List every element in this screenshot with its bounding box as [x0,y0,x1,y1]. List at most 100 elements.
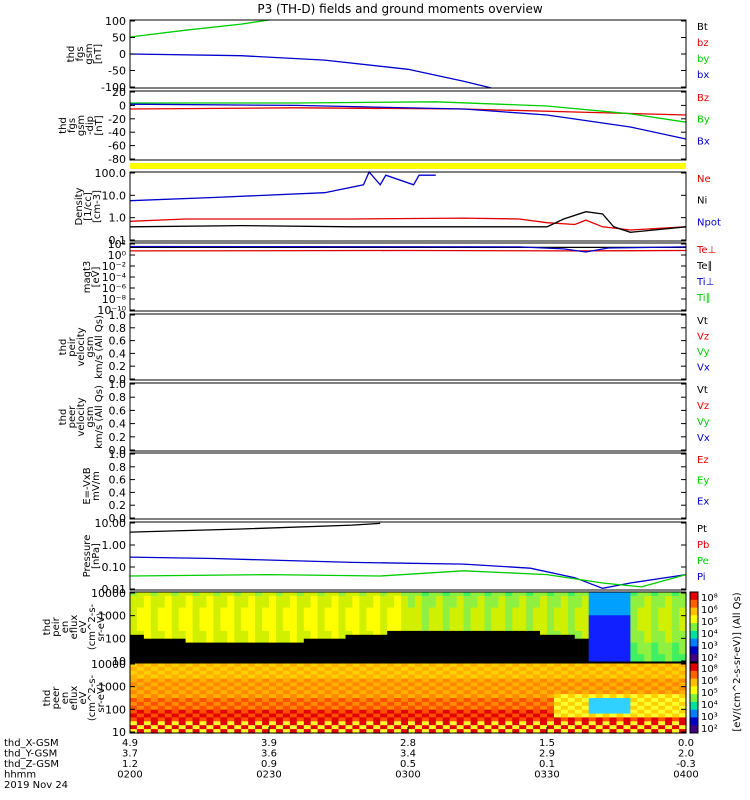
heatmap-cell [331,705,340,711]
heatmap-cell [533,615,541,620]
heatmap-cell [491,642,499,648]
heatmap-cell [401,638,409,644]
heatmap-cell [449,619,458,624]
heatmap-cell [665,603,673,609]
heatmap-cell [414,634,423,640]
heatmap-cell [449,698,458,703]
heatmap-cell [602,701,611,707]
heatmap-cell [533,694,541,699]
heatmap-cell [554,709,562,715]
heatmap-cell [387,592,395,597]
heatmap-cell [136,725,145,730]
heatmap-cell [394,666,402,672]
heatmap-cell [644,698,652,703]
heatmap-cell [651,709,659,715]
heatmap-cell [227,615,235,620]
heatmap-cell [269,663,277,668]
heatmap-cell [262,698,270,703]
heatmap-cell [248,670,256,676]
heatmap-cell [220,607,228,613]
heatmap-cell [574,623,583,628]
heatmap-cell [616,701,624,707]
heatmap-cell [241,674,249,680]
heatmap-cell [679,634,687,640]
heatmap-cell [338,694,346,699]
heatmap-cell [554,623,562,628]
heatmap-cell [310,603,319,609]
heatmap-cell [310,592,319,597]
heatmap-cell [512,717,520,722]
heatmap-cell [408,729,416,734]
heatmap-cell [491,670,499,676]
heatmap-cell [623,650,631,655]
heatmap-cell [136,599,145,605]
heatmap-cell [331,654,340,659]
heatmap-cell [136,592,145,597]
heatmap-cell [567,729,576,734]
heatmap-cell [644,607,652,613]
heatmap-cell [470,670,479,676]
heatmap-cell [171,627,180,632]
heatmap-cell [505,654,513,659]
heatmap-cell [428,725,437,730]
heatmap-cell [512,729,520,734]
heatmap-cell [248,678,256,684]
heatmap-cell [540,709,548,715]
heatmap-cell [303,686,312,691]
heatmap-cell [359,654,367,659]
heatmap-cell [623,678,631,684]
heatmap-cell [331,638,340,644]
colorbar-tick-label: 10² [701,724,718,735]
heatmap-cell [164,630,173,636]
heatmap-cell [241,658,249,663]
heatmap-cell [588,678,597,684]
heatmap-cell [373,623,381,628]
y-axis-label: thd [58,339,69,356]
heatmap-cell [373,678,381,684]
heatmap-cell [338,701,346,707]
heatmap-cell [456,658,465,663]
heatmap-cell [484,694,492,699]
heatmap-cell [540,658,548,663]
heatmap-cell [519,658,527,663]
heatmap-cell [324,630,333,636]
heatmap-cell [178,650,187,655]
heatmap-cell [185,725,194,730]
heatmap-cell [421,678,430,684]
heatmap-cell [498,611,506,616]
heatmap-cell [547,623,555,628]
heatmap-cell [470,650,479,655]
heatmap-cell [262,611,270,616]
legend-label: Npot [697,217,721,228]
heatmap-cell [352,709,360,715]
heatmap-cell [435,713,444,719]
heatmap-cell [540,694,548,699]
heatmap-cell [296,663,305,668]
heatmap-cell [296,627,305,632]
heatmap-cell [616,607,624,613]
heatmap-cell [449,630,458,636]
heatmap-cell [595,634,604,640]
heatmap-cell [310,630,319,636]
y-axis-label: en [60,621,71,634]
heatmap-cell [380,690,388,695]
heatmap-cell [449,690,458,695]
heatmap-cell [366,694,374,699]
heatmap-cell [595,694,604,699]
heatmap-cell [296,721,305,726]
heatmap-cell [491,705,499,711]
y-tick-label: 0.01 [102,583,127,596]
heatmap-cell [421,599,430,605]
heatmap-cell [616,682,624,687]
heatmap-cell [630,698,638,703]
heatmap-cell [178,595,187,601]
heatmap-cell [421,646,430,651]
heatmap-cell [241,690,249,695]
heatmap-cell [672,678,680,684]
heatmap-cell [630,630,638,636]
heatmap-cell [512,615,520,620]
heatmap-cell [171,654,180,659]
heatmap-cell [408,666,416,672]
heatmap-cell [540,654,548,659]
heatmap-cell [630,646,638,651]
